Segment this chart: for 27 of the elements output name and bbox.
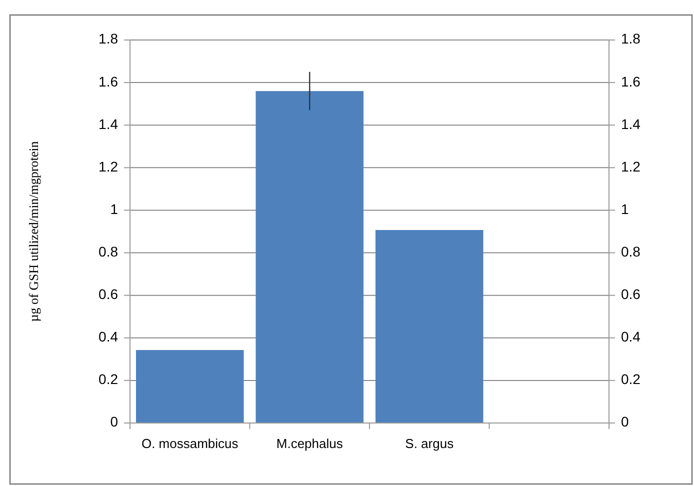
y2-tick-label: 0 [621, 414, 629, 430]
y-tick-label: 1.2 [98, 158, 118, 174]
y-tick-label: 0.8 [98, 243, 118, 260]
y2-tick-label: 1.6 [621, 73, 641, 90]
y2-tick-label: 1 [621, 200, 629, 217]
x-tick-label: M.cephalus [276, 436, 344, 451]
bar [375, 230, 484, 423]
y-tick-label: 0.6 [98, 286, 118, 302]
y-tick-label: 1.6 [98, 73, 118, 90]
y-tick-label: 0 [110, 414, 118, 430]
y2-tick-label: 1.2 [621, 158, 641, 174]
y2-tick-label: 1.4 [621, 116, 641, 132]
bar [256, 91, 364, 423]
y-tick-label: 0.4 [98, 328, 118, 345]
y2-tick-label: 1.8 [621, 30, 641, 47]
y-tick-label: 1.8 [98, 30, 118, 47]
y2-tick-label: 0.8 [621, 243, 641, 260]
y-tick-label: 1.4 [98, 116, 118, 132]
x-tick-label: O. mossambicus [141, 436, 239, 451]
y2-tick-label: 0.4 [621, 328, 641, 345]
x-tick-label: S. argus [405, 436, 454, 451]
bar [136, 350, 244, 423]
y2-tick-label: 0.2 [621, 371, 641, 388]
y-axis-title: µg of GSH utilized/min/mgprotein [26, 140, 41, 322]
y-tick-label: 1 [110, 200, 118, 217]
y-tick-label: 0.2 [98, 371, 118, 388]
y2-tick-label: 0.6 [621, 286, 641, 302]
